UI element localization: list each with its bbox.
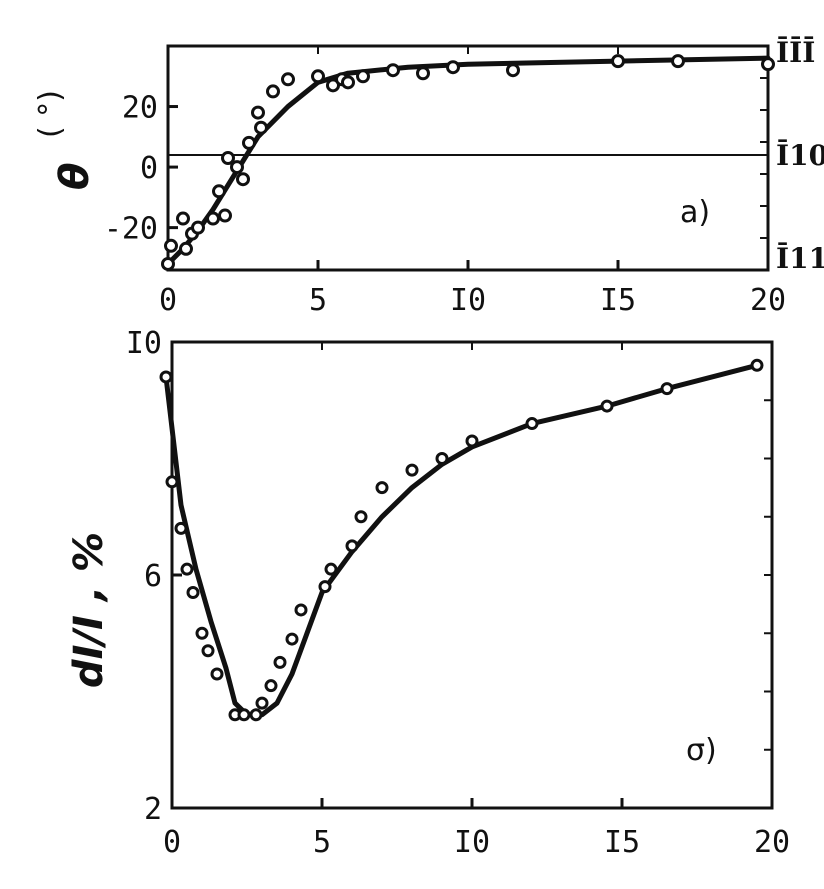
data-point bbox=[341, 75, 355, 90]
data-point bbox=[671, 54, 685, 69]
right-direction-label: Ī11 bbox=[776, 242, 824, 275]
panel-label: σ) bbox=[686, 733, 717, 768]
chart-panel-b: 0 5 I0 I5 20 2 6 I0 σ) dI/I , % bbox=[66, 326, 790, 860]
data-point bbox=[176, 211, 190, 226]
y-tick-label: 2 bbox=[144, 792, 162, 827]
data-point bbox=[164, 238, 178, 253]
x-tick-label: I0 bbox=[450, 283, 486, 318]
y-tick-label: -20 bbox=[104, 212, 158, 247]
data-point bbox=[206, 211, 220, 226]
x-tick-label: 20 bbox=[754, 825, 790, 860]
y-axis-title-unit: ( °) bbox=[33, 90, 68, 138]
data-point bbox=[161, 256, 175, 271]
data-point bbox=[221, 151, 235, 165]
x-tick-label: 0 bbox=[159, 283, 177, 318]
data-point bbox=[435, 452, 449, 465]
data-point bbox=[600, 399, 614, 413]
data-point bbox=[324, 562, 338, 576]
data-point bbox=[318, 580, 332, 594]
data-point bbox=[273, 655, 287, 669]
fit-curve bbox=[165, 55, 771, 267]
data-point bbox=[356, 69, 370, 84]
panel-label: a) bbox=[680, 195, 710, 230]
data-point bbox=[191, 220, 205, 235]
data-point bbox=[525, 417, 539, 431]
data-point bbox=[195, 626, 209, 640]
data-point bbox=[266, 84, 280, 99]
x-tick-label: I0 bbox=[454, 825, 490, 860]
data-point bbox=[212, 184, 226, 199]
plot-frame bbox=[170, 340, 774, 810]
data-point bbox=[230, 160, 244, 175]
x-tick-label: 20 bbox=[750, 283, 786, 318]
right-direction-label: ĪĪĪ bbox=[776, 36, 815, 69]
data-point bbox=[251, 105, 265, 120]
data-point bbox=[446, 60, 460, 75]
data-point bbox=[750, 358, 764, 372]
data-point bbox=[237, 708, 251, 722]
x-tick-label: I5 bbox=[600, 283, 636, 318]
data-point bbox=[242, 135, 256, 150]
y-tick-label: 0 bbox=[140, 151, 158, 186]
right-direction-label: Ī10 bbox=[776, 139, 824, 172]
x-tick-label: I5 bbox=[604, 825, 640, 860]
y-tick-label: 20 bbox=[122, 91, 158, 126]
data-point bbox=[386, 63, 400, 78]
data-point bbox=[611, 54, 625, 69]
data-point bbox=[375, 481, 389, 495]
y-tick-label: I0 bbox=[126, 326, 162, 361]
y-tick-label: 6 bbox=[144, 559, 162, 594]
data-point bbox=[465, 434, 479, 448]
data-point bbox=[281, 72, 295, 87]
data-point bbox=[210, 667, 224, 681]
data-point bbox=[345, 539, 359, 553]
data-point bbox=[180, 562, 194, 576]
y-axis-title: dI/I , % bbox=[66, 532, 112, 688]
y-axis-title-symbol: θ bbox=[52, 163, 98, 190]
data-point bbox=[405, 463, 419, 477]
x-tick-label: 5 bbox=[313, 825, 331, 860]
data-point bbox=[254, 120, 268, 135]
data-point bbox=[249, 708, 263, 722]
data-point bbox=[255, 696, 269, 710]
data-point bbox=[236, 172, 250, 187]
x-tick-label: 5 bbox=[309, 283, 327, 318]
fit-curve bbox=[163, 362, 760, 718]
plot-frame bbox=[166, 44, 770, 272]
data-point bbox=[311, 69, 325, 84]
data-point bbox=[761, 57, 775, 72]
chart-panel-a: 0 5 I0 I5 20 -20 0 20 a) θ ( °) ĪĪĪ Ī10 Ī11 bbox=[33, 36, 824, 318]
data-point bbox=[174, 521, 188, 535]
data-point bbox=[294, 603, 308, 617]
data-point bbox=[179, 241, 193, 256]
data-point bbox=[186, 585, 200, 599]
data-point bbox=[506, 63, 520, 78]
data-point bbox=[201, 644, 215, 658]
data-point bbox=[285, 632, 299, 646]
data-point bbox=[165, 475, 179, 489]
data-point bbox=[159, 370, 173, 384]
data-point bbox=[218, 208, 232, 223]
data-point bbox=[264, 679, 278, 693]
data-point bbox=[660, 382, 674, 396]
data-point bbox=[354, 510, 368, 524]
x-tick-label: 0 bbox=[163, 825, 181, 860]
data-point bbox=[416, 66, 430, 81]
